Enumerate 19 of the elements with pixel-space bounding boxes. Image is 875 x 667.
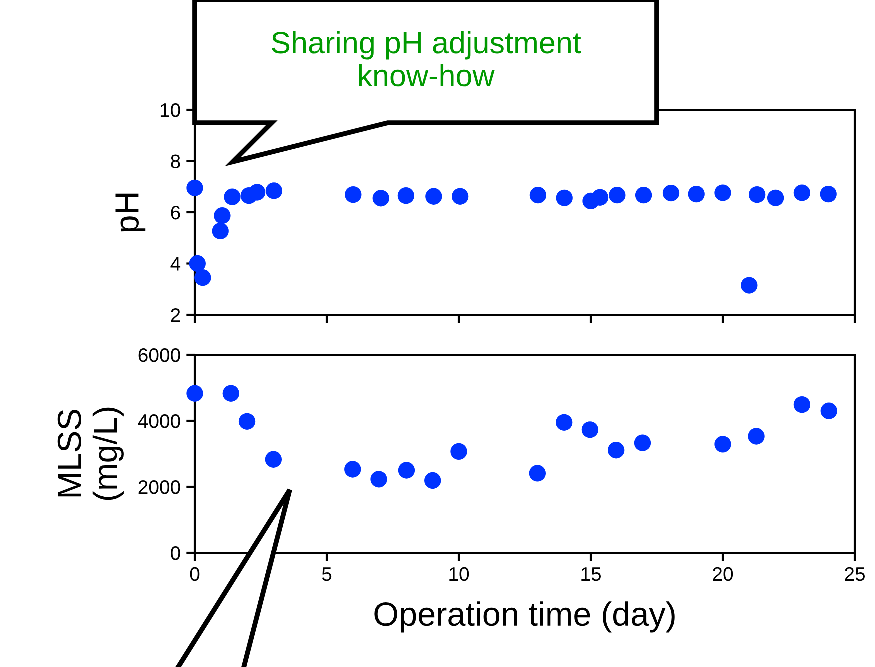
y-tick-label: 10	[160, 103, 180, 118]
x-tick-label: 20	[713, 567, 734, 582]
x-tick-label: 0	[190, 567, 200, 582]
y-tick-label: 4	[170, 257, 181, 271]
y-tick-label: 8	[171, 154, 180, 168]
y-tick-label: 2	[171, 308, 180, 322]
y-axis-title: pH	[116, 194, 146, 232]
y-axis-title: MLSS (mg/L)	[58, 408, 124, 500]
x-tick-label: 15	[582, 568, 601, 582]
x-tick-label: 25	[845, 567, 865, 582]
text: Sharing pH adjustment know-how	[272, 31, 582, 87]
y-tick-label: 2000	[138, 480, 180, 494]
x-tick-label: 10	[450, 567, 470, 582]
x-axis-title: Operation time (day)	[374, 602, 675, 633]
y-tick-label: 4000	[138, 414, 180, 428]
y-tick-label: 0	[171, 546, 180, 560]
y-tick-label: 6000	[138, 348, 180, 362]
y-tick-label: 6	[171, 206, 180, 220]
x-tick-label: 5	[322, 568, 332, 582]
